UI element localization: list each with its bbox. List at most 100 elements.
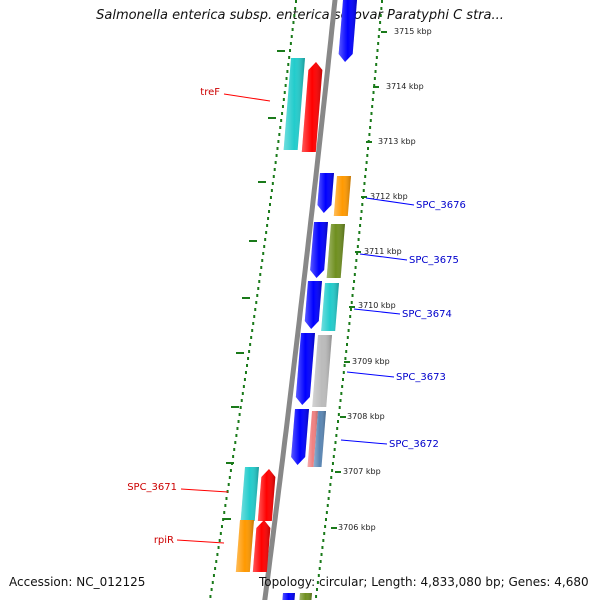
tick-mark bbox=[223, 518, 231, 520]
tick-dot bbox=[272, 175, 275, 178]
tick-dot bbox=[228, 476, 231, 479]
tick-dot bbox=[368, 133, 371, 136]
tick-dot bbox=[249, 343, 252, 346]
tick-mark bbox=[268, 117, 276, 119]
gene-shading bbox=[333, 176, 351, 216]
tick-dot bbox=[358, 231, 361, 234]
gene-shading bbox=[240, 467, 259, 521]
gene-label-right[interactable]: SPC_3672 bbox=[389, 439, 439, 450]
gene-label-left[interactable]: rpiR bbox=[154, 535, 174, 546]
leader-line bbox=[346, 371, 395, 378]
tick-dot bbox=[355, 259, 358, 262]
tick-dot bbox=[341, 385, 344, 388]
tick-dot bbox=[258, 280, 261, 283]
tick-dot bbox=[294, 7, 297, 10]
tick-dot bbox=[331, 469, 334, 472]
tick-dot bbox=[363, 182, 366, 185]
gene-shading bbox=[282, 593, 295, 600]
tick-dot bbox=[316, 581, 319, 584]
tick-dot bbox=[214, 567, 217, 570]
backbone bbox=[262, 0, 338, 600]
tick-dot bbox=[291, 28, 294, 31]
tick-mark bbox=[236, 352, 244, 354]
tick-dot bbox=[378, 28, 381, 31]
tick-dot bbox=[332, 455, 335, 458]
tick-dot bbox=[244, 371, 247, 374]
tick-dot bbox=[380, 7, 383, 10]
tick-dot bbox=[346, 343, 349, 346]
tick-dot bbox=[259, 273, 262, 276]
gene-label-left[interactable]: treF bbox=[200, 87, 220, 98]
gene-label-right[interactable]: SPC_3673 bbox=[396, 372, 446, 383]
tick-dot bbox=[248, 350, 251, 353]
kbp-label: 3707 kbp bbox=[343, 467, 381, 476]
tick-dot bbox=[374, 70, 377, 73]
tick-dot bbox=[352, 287, 355, 290]
gene-shading bbox=[301, 62, 323, 152]
tick-dot bbox=[288, 56, 291, 59]
tick-dot bbox=[290, 35, 293, 38]
leader-line bbox=[353, 308, 401, 315]
tick-dot bbox=[337, 413, 340, 416]
kbp-label: 3706 kbp bbox=[338, 523, 376, 532]
tick-dot bbox=[261, 259, 264, 262]
tick-dot bbox=[375, 56, 378, 59]
kbp-label: 3714 kbp bbox=[386, 82, 424, 91]
tick-dot bbox=[264, 238, 267, 241]
tick-dot bbox=[280, 119, 283, 122]
tick-dot bbox=[215, 560, 218, 563]
tick-dot bbox=[232, 455, 235, 458]
tick-mark bbox=[277, 50, 285, 52]
gene-label-right[interactable]: SPC_3676 bbox=[416, 200, 466, 211]
tick-dot bbox=[247, 357, 250, 360]
tick-mark bbox=[349, 306, 355, 308]
gene-shading bbox=[235, 520, 254, 572]
tick-dot bbox=[225, 497, 228, 500]
tick-dot bbox=[220, 525, 223, 528]
gene-label-right[interactable]: SPC_3674 bbox=[402, 309, 452, 320]
tick-dot bbox=[349, 308, 352, 311]
tick-dot bbox=[350, 301, 353, 304]
tick-dot bbox=[360, 210, 363, 213]
labels: 3715 kbp 3714 kbp 3713 kbp 3712 kbp 3711… bbox=[127, 27, 466, 546]
tick-mark bbox=[258, 181, 266, 183]
tick-dot bbox=[327, 497, 330, 500]
tick-dot bbox=[343, 364, 346, 367]
gene-shading bbox=[313, 411, 326, 467]
tick-dot bbox=[347, 329, 350, 332]
tick-mark bbox=[249, 240, 257, 242]
tick-dot bbox=[359, 217, 362, 220]
tick-dot bbox=[281, 112, 284, 115]
tick-dot bbox=[325, 511, 328, 514]
tick-dot bbox=[252, 322, 255, 325]
tick-dot bbox=[271, 182, 274, 185]
tick-dot bbox=[275, 154, 278, 157]
tick-dot bbox=[351, 294, 354, 297]
tick-dot bbox=[256, 294, 259, 297]
tick-dot bbox=[359, 224, 362, 227]
tick-dot bbox=[339, 399, 342, 402]
tick-dot bbox=[274, 161, 277, 164]
tick-dot bbox=[237, 420, 240, 423]
genome-title: Salmonella enterica subsp. enterica sero… bbox=[96, 8, 504, 23]
tick-dot bbox=[366, 154, 369, 157]
tick-dot bbox=[364, 175, 367, 178]
kbp-label: 3708 kbp bbox=[347, 412, 385, 421]
gene-label-left[interactable]: SPC_3671 bbox=[127, 482, 177, 493]
tick-dot bbox=[209, 595, 212, 598]
tick-dot bbox=[212, 574, 215, 577]
tick-dot bbox=[217, 546, 220, 549]
tick-dot bbox=[265, 231, 268, 234]
tick-dot bbox=[216, 553, 219, 556]
tick-dot bbox=[370, 112, 373, 115]
leader-line bbox=[359, 253, 408, 261]
tick-dot bbox=[344, 357, 347, 360]
gene-label-right[interactable]: SPC_3675 bbox=[409, 255, 459, 266]
tick-dot bbox=[255, 301, 258, 304]
tick-dot bbox=[251, 329, 254, 332]
tick-dot bbox=[279, 126, 282, 129]
tick-dot bbox=[324, 525, 327, 528]
tick-dot bbox=[281, 105, 284, 108]
tick-dot bbox=[354, 266, 357, 269]
